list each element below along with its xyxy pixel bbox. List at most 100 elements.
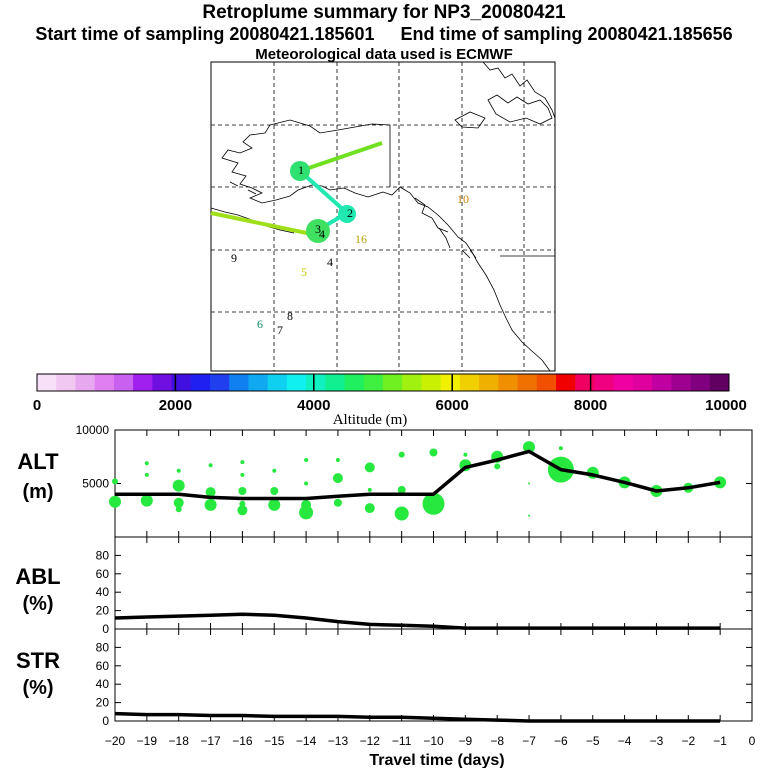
cluster-bubble xyxy=(144,472,149,477)
colorbar-swatch xyxy=(113,374,134,391)
y-tick-label: 80 xyxy=(96,548,110,562)
cluster-bubble xyxy=(304,458,309,462)
colorbar-swatch xyxy=(248,374,269,391)
trajectory-marker-day3 xyxy=(306,219,330,243)
cluster-bubble xyxy=(364,503,375,514)
colorbar-swatch xyxy=(479,374,499,391)
cluster-bubble xyxy=(397,485,406,494)
cluster-bubble xyxy=(523,441,535,454)
chart-title: Retroplume summary for NP3_20080421 xyxy=(202,2,566,23)
colorbar-swatch xyxy=(229,374,249,391)
cluster-bubble xyxy=(429,448,438,457)
day-label: 4 xyxy=(319,227,325,241)
colorbar-swatch xyxy=(75,374,96,391)
colorbar-swatch xyxy=(517,374,538,391)
day-label: 4 xyxy=(327,255,333,269)
x-tick-label: −10 xyxy=(423,734,444,748)
sampling-times: Start time of sampling 20080421.185601 En… xyxy=(0,24,768,45)
x-tick-label: −4 xyxy=(618,734,632,748)
x-tick-label: −14 xyxy=(296,734,317,748)
x-axis: −20 −19 −18 −17 −16 −15 −14 −13 −12 −11 −10 −9 −8 −7−… xyxy=(105,734,756,748)
cluster-bubble xyxy=(335,458,340,462)
cluster-bubble xyxy=(367,487,372,492)
colorbar-swatch xyxy=(210,374,230,391)
cluster-bubble xyxy=(176,468,181,473)
colorbar-swatch xyxy=(190,374,211,391)
cluster-bubble xyxy=(172,479,185,492)
panel-alt: 10000 5000 ALT (m) xyxy=(17,423,753,538)
x-tick-label: −3 xyxy=(650,734,664,748)
cluster-bubble xyxy=(240,460,245,465)
panel-frame xyxy=(114,628,753,722)
cluster-bubble xyxy=(205,487,216,498)
colorbar-frame xyxy=(36,373,730,392)
cluster-bubble xyxy=(239,500,246,507)
y-tick-label: 80 xyxy=(96,640,110,654)
colorbar-swatch xyxy=(363,374,384,391)
y-tick-label: 5000 xyxy=(82,477,109,491)
day-label: 7 xyxy=(277,323,283,337)
colorbar-swatch xyxy=(613,374,634,391)
cluster-bubble xyxy=(270,487,279,495)
x-tick-label: −5 xyxy=(586,734,600,748)
y-tick-label: 20 xyxy=(96,696,110,710)
x-tick-label: −6 xyxy=(554,734,568,748)
day-label: 8 xyxy=(287,309,293,323)
met-data-label: Meteorological data used is ECMWF xyxy=(255,46,513,63)
colorbar-swatch xyxy=(690,374,711,391)
colorbar-swatch xyxy=(267,374,288,391)
colorbar-tick-label: 0 xyxy=(33,397,41,414)
day-label: 2 xyxy=(347,206,353,220)
cluster-bubble xyxy=(204,498,217,511)
cluster-bubble xyxy=(208,463,213,468)
day-label: 6 xyxy=(257,317,263,331)
colorbar-swatch xyxy=(421,374,442,391)
colorbar-swatch xyxy=(556,374,576,391)
cluster-bubble xyxy=(237,505,248,516)
cluster-bubble xyxy=(173,497,184,508)
start-time-label: Start time of sampling 20080421.185601 xyxy=(35,24,375,44)
colorbar-swatch xyxy=(383,374,403,391)
day-label: 10 xyxy=(457,192,469,206)
day-label: 1 xyxy=(298,163,304,177)
day-label: 16 xyxy=(355,232,367,246)
colorbar-swatch xyxy=(325,374,345,391)
y-tick-label: 40 xyxy=(96,585,110,599)
cluster-bubble xyxy=(109,495,121,508)
trajectory-north-segment xyxy=(299,141,383,173)
y-tick-label: 40 xyxy=(96,677,110,691)
cluster-bubble xyxy=(528,482,530,485)
x-tick-label: −17 xyxy=(200,734,221,748)
colorbar-swatch xyxy=(594,374,615,391)
plume-trajectory xyxy=(210,141,383,243)
panel-unit-label: (%) xyxy=(22,677,53,699)
colorbar-tick-label: 10000 xyxy=(705,397,747,414)
cluster-bubble xyxy=(364,462,375,473)
cluster-bubble xyxy=(398,451,405,458)
colorbar-swatch xyxy=(402,374,422,391)
y-tick-label: 60 xyxy=(96,659,110,673)
coastlines xyxy=(210,61,556,372)
day-label: 3 xyxy=(315,222,321,236)
y-tick-label: 20 xyxy=(96,604,110,618)
y-tick-label: 0 xyxy=(102,714,109,728)
cluster-bubble xyxy=(333,498,342,507)
x-tick-label: −1 xyxy=(713,734,727,748)
panel-label: STR xyxy=(16,648,60,673)
x-tick-label: −7 xyxy=(522,734,536,748)
colorbar-tick-label: 6000 xyxy=(436,397,469,414)
x-tick-label: −2 xyxy=(681,734,695,748)
x-tick-label: −11 xyxy=(392,734,412,748)
cluster-bubble xyxy=(422,492,445,515)
trajectory-center-segment xyxy=(298,169,349,215)
colorbar-swatch xyxy=(37,374,57,391)
panel-label: ALT xyxy=(17,449,59,474)
x-tick-label: −12 xyxy=(360,734,381,748)
panel-unit-label: (%) xyxy=(22,593,53,615)
colorbar-swatch xyxy=(440,374,461,391)
x-tick-label: −20 xyxy=(105,734,126,748)
colorbar-tick-label: 8000 xyxy=(574,397,607,414)
colorbar-swatch xyxy=(459,374,480,391)
